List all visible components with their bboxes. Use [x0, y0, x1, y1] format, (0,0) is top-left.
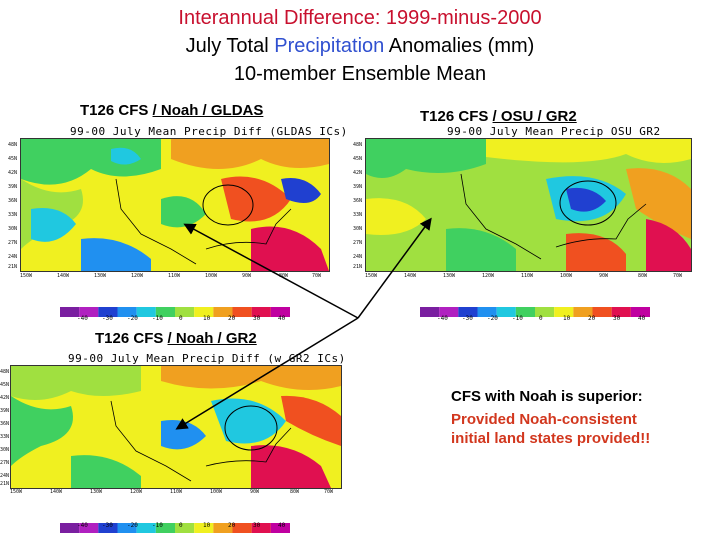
conclusion-line-1: Provided Noah-consistent: [451, 411, 637, 428]
subtitle-ensemble: 10-member Ensemble Mean: [233, 63, 487, 85]
colorbar-swatch: [98, 523, 118, 533]
colorbar-swatch: [79, 523, 99, 533]
colorbar-swatch: [194, 523, 214, 533]
subtitle-prefix: July Total: [185, 35, 275, 57]
map-title-gr2: 99-00 July Mean Precip Diff (w GR2 ICs): [68, 352, 346, 365]
colorbar-swatch: [155, 307, 175, 317]
colorbar-swatch: [630, 307, 650, 317]
colorbar-swatch: [155, 523, 175, 533]
conclusion-heading: CFS with Noah is superior:: [451, 388, 643, 405]
colorbar-swatch: [270, 523, 290, 533]
lat-ticks-map3: 48N 45N 42N 39N 36N 33N 30N 27N 24N 21N: [0, 369, 10, 487]
main-title: Interannual Difference: 1999-minus-2000: [178, 7, 542, 29]
colorbar-swatch: [477, 307, 497, 317]
colorbar-swatch: [175, 523, 195, 533]
colorbar-swatch: [515, 307, 535, 317]
conclusion-line-2: initial land states provided!!: [451, 430, 651, 447]
colorbar-swatch: [136, 523, 156, 533]
colorbar-swatch: [496, 307, 516, 317]
colorbar-swatch: [439, 307, 459, 317]
colorbar-swatch: [232, 307, 252, 317]
colorbar-3: [60, 520, 290, 538]
colorbar-swatch: [175, 307, 195, 317]
colorbar-swatch: [98, 307, 118, 317]
colorbar-swatch: [79, 307, 99, 317]
colorbar-swatch: [136, 307, 156, 317]
colorbar-swatch: [592, 307, 612, 317]
lat-ticks-map2: 48N 45N 42N 39N 36N 33N 30N 27N 24N 21N: [353, 142, 363, 270]
precip-map-gldas: [20, 138, 330, 272]
conclusion-body: Provided Noah-consistent initial land st…: [451, 410, 711, 448]
map-title-osu: 99-00 July Mean Precip OSU GR2: [447, 125, 661, 138]
colorbar-swatch: [117, 523, 137, 533]
panel-label-osu: T126 CFS / OSU / GR2: [420, 108, 577, 125]
subtitle-suffix: Anomalies (mm): [384, 35, 535, 57]
colorbar-swatch: [60, 307, 80, 317]
colorbar-swatch: [535, 307, 555, 317]
colorbar-swatch: [611, 307, 631, 317]
colorbar-swatch: [251, 523, 271, 533]
precip-map-osu: [365, 138, 692, 272]
colorbar-swatch: [213, 523, 233, 533]
colorbar-swatch: [554, 307, 574, 317]
precip-map-gr2: [10, 365, 342, 489]
panel-label-gldas: T126 CFS / Noah / GLDAS: [80, 102, 264, 119]
colorbar-swatches: [60, 523, 290, 533]
lat-ticks-map1: 48N 45N 42N 39N 36N 33N 30N 27N 24N 21N: [8, 142, 18, 270]
colorbar-swatch: [573, 307, 593, 317]
colorbar-swatch: [117, 307, 137, 317]
subtitle-accent: Precipitation: [274, 35, 385, 57]
map-title-gldas: 99-00 July Mean Precip Diff (GLDAS ICs): [70, 125, 348, 138]
colorbar-swatch: [232, 523, 252, 533]
colorbar-swatch: [458, 307, 478, 317]
colorbar-swatch: [60, 523, 80, 533]
panel-label-gr2: T126 CFS / Noah / GR2: [95, 330, 257, 347]
subtitle-precip: July Total Precipitation Anomalies (mm): [0, 34, 720, 58]
